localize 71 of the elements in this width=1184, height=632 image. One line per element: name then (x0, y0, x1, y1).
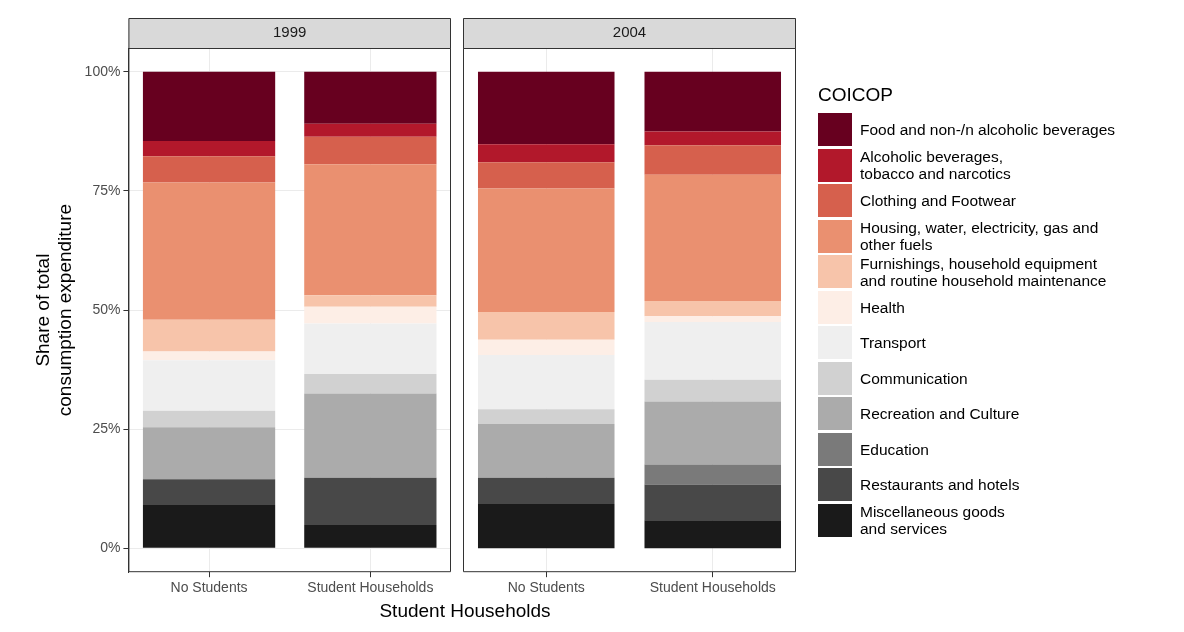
x-tick-label: No Students (170, 579, 248, 596)
x-tick-label: Student Households (649, 579, 776, 596)
bar (477, 144, 615, 163)
bar (644, 71, 782, 132)
bar (142, 156, 276, 183)
y-tick-label: 100% (84, 62, 121, 79)
y-tick-label: 0% (100, 539, 121, 556)
bar (304, 164, 437, 296)
bar (304, 525, 437, 548)
bar (477, 477, 615, 505)
bar (304, 477, 437, 526)
bar (142, 351, 276, 361)
bar (142, 140, 276, 157)
chart-title: 1999 (273, 23, 307, 41)
bar (142, 427, 276, 480)
x-tick-label: Student Households (307, 579, 434, 596)
bar (142, 410, 276, 428)
y-tick-label: 50% (92, 300, 121, 317)
bar (142, 479, 276, 506)
bar (477, 71, 615, 145)
bar (644, 316, 782, 323)
legend-label: Recreation and Culture (860, 405, 1020, 423)
bar (304, 373, 437, 394)
bar (477, 409, 615, 424)
bar (142, 505, 276, 548)
legend-label: Health (860, 298, 905, 316)
legend-label: Transport (860, 334, 926, 352)
y-axis-title: Share of total consumption expenditure (31, 203, 76, 417)
bar (644, 401, 782, 465)
bar (644, 322, 782, 380)
x-tick-label: No Students (507, 579, 585, 596)
bar (477, 162, 615, 189)
bar (644, 520, 782, 549)
bar (142, 182, 276, 320)
bar (477, 188, 615, 313)
bar (304, 393, 437, 478)
bar (304, 123, 437, 137)
bar (644, 145, 782, 175)
y-tick-label: 75% (92, 181, 121, 198)
bar (142, 319, 276, 352)
x-axis-title: Student Households (378, 600, 552, 622)
bar (477, 339, 615, 355)
bar (644, 484, 782, 521)
legend-label: Clothing and Footwear (860, 192, 1016, 210)
chart-title: 2004 (612, 23, 647, 41)
bar (477, 423, 615, 478)
bar (304, 71, 437, 124)
bar (142, 71, 276, 141)
bar (644, 301, 782, 317)
legend-label: Education (860, 440, 929, 458)
legend-label: Miscellaneous goods and services (860, 503, 1005, 538)
legend-title: COICOP (818, 84, 894, 106)
bar (477, 312, 615, 340)
legend-label: Alcoholic beverages, tobacco and narcotics (860, 148, 1011, 183)
bar (142, 360, 276, 411)
bar (304, 295, 437, 307)
legend-label: Housing, water, electricity, gas and other fuels (860, 219, 1099, 254)
bar (304, 306, 437, 324)
bar (304, 136, 437, 165)
bar (304, 323, 437, 374)
legend-label: Communication (860, 369, 968, 387)
legend-label: Food and non-/n alcoholic beverages (860, 121, 1116, 139)
bar (644, 131, 782, 146)
legend-label: Furnishings, household equipment and routine household maintenance (860, 254, 1107, 289)
bar (477, 354, 615, 410)
y-tick-label: 25% (92, 420, 121, 437)
bar (644, 464, 782, 485)
bar (644, 174, 782, 302)
legend-label: Restaurants and hotels (860, 476, 1020, 494)
bar (477, 504, 615, 549)
bar (644, 379, 782, 402)
